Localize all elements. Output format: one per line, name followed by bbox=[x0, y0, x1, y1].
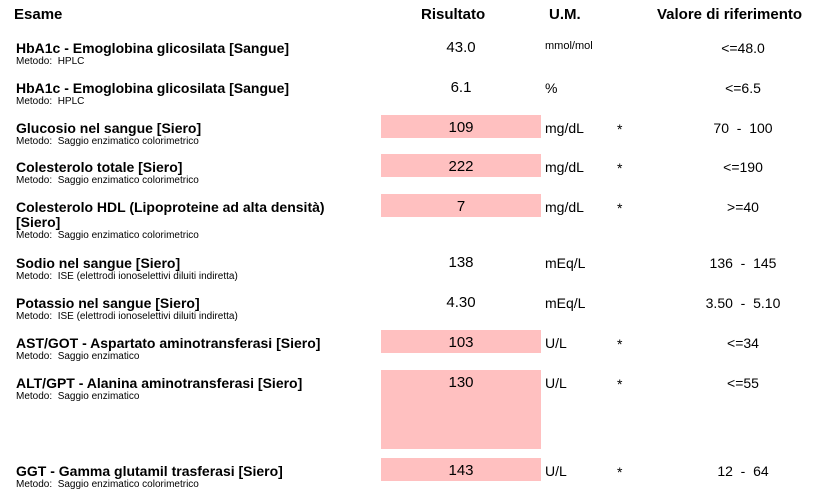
flag: * bbox=[617, 200, 623, 216]
reference: 3.50 - 5.10 bbox=[705, 295, 781, 311]
result: 103 bbox=[448, 334, 474, 351]
unit: mg/dL bbox=[545, 159, 584, 175]
reference: 70 - 100 bbox=[713, 120, 773, 136]
test-name: Sodio nel sangue [Siero] bbox=[16, 255, 181, 271]
test-method: Metodo: HPLC bbox=[16, 56, 85, 67]
test-name: Glucosio nel sangue [Siero] bbox=[16, 120, 202, 136]
test-name: HbA1c - Emoglobina glicosilata [Sangue] bbox=[16, 40, 290, 56]
test-name: Colesterolo HDL (Lipoproteine ad alta de… bbox=[16, 199, 325, 230]
highlight bbox=[381, 115, 541, 138]
reference: <=48.0 bbox=[721, 40, 765, 56]
result: 6.1 bbox=[450, 79, 472, 96]
unit: mEq/L bbox=[545, 255, 586, 271]
unit: U/L bbox=[545, 335, 567, 351]
column-header: Valore di riferimento bbox=[657, 6, 803, 23]
result: 43.0 bbox=[446, 39, 476, 56]
highlight bbox=[381, 458, 541, 481]
unit: U/L bbox=[545, 375, 567, 391]
test-name: Potassio nel sangue [Siero] bbox=[16, 295, 200, 311]
reference: <=55 bbox=[727, 375, 759, 391]
test-name: Colesterolo totale [Siero] bbox=[16, 159, 183, 175]
unit: mg/dL bbox=[545, 199, 584, 215]
test-name: GGT - Gamma glutamil trasferasi [Siero] bbox=[16, 463, 283, 479]
reference: 136 - 145 bbox=[709, 255, 777, 271]
flag: * bbox=[617, 336, 623, 352]
flag: * bbox=[617, 160, 623, 176]
reference: >=40 bbox=[727, 199, 759, 215]
flag: * bbox=[617, 464, 623, 480]
reference: <=6.5 bbox=[725, 80, 761, 96]
test-name: HbA1c - Emoglobina glicosilata [Sangue] bbox=[16, 80, 290, 96]
test-method: Metodo: ISE (elettrodi ionoselettivi dil… bbox=[16, 311, 238, 322]
test-method: Metodo: ISE (elettrodi ionoselettivi dil… bbox=[16, 271, 238, 282]
reference: 12 - 64 bbox=[717, 463, 769, 479]
highlight bbox=[381, 370, 541, 449]
column-header: Esame bbox=[14, 6, 63, 23]
test-method: Metodo: Saggio enzimatico colorimetrico bbox=[16, 136, 199, 147]
result: 143 bbox=[448, 462, 474, 479]
test-method: Metodo: Saggio enzimatico colorimetrico bbox=[16, 479, 199, 490]
column-header: Risultato bbox=[421, 6, 486, 23]
reference: <=190 bbox=[723, 159, 763, 175]
reference: <=34 bbox=[727, 335, 759, 351]
test-name: AST/GOT - Aspartato aminotransferasi [Si… bbox=[16, 335, 321, 351]
column-header: U.M. bbox=[549, 6, 581, 23]
result: 222 bbox=[448, 158, 474, 175]
unit: mEq/L bbox=[545, 295, 586, 311]
test-method: Metodo: Saggio enzimatico bbox=[16, 351, 140, 362]
highlight bbox=[381, 154, 541, 177]
flag: * bbox=[617, 376, 623, 392]
unit: mmol/mol bbox=[545, 40, 593, 52]
result: 4.30 bbox=[446, 294, 476, 311]
test-method: Metodo: HPLC bbox=[16, 96, 85, 107]
test-method: Metodo: Saggio enzimatico colorimetrico bbox=[16, 175, 199, 186]
test-name: ALT/GPT - Alanina aminotransferasi [Sier… bbox=[16, 375, 303, 391]
result: 138 bbox=[448, 254, 474, 271]
flag: * bbox=[617, 121, 623, 137]
highlight bbox=[381, 330, 541, 353]
unit: mg/dL bbox=[545, 120, 584, 136]
result: 7 bbox=[456, 198, 466, 215]
result: 109 bbox=[448, 119, 474, 136]
test-method: Metodo: Saggio enzimatico bbox=[16, 391, 140, 402]
test-method: Metodo: Saggio enzimatico colorimetrico bbox=[16, 230, 199, 241]
result: 130 bbox=[448, 374, 474, 391]
unit: U/L bbox=[545, 463, 567, 479]
unit: % bbox=[545, 80, 558, 96]
highlight bbox=[381, 194, 541, 217]
